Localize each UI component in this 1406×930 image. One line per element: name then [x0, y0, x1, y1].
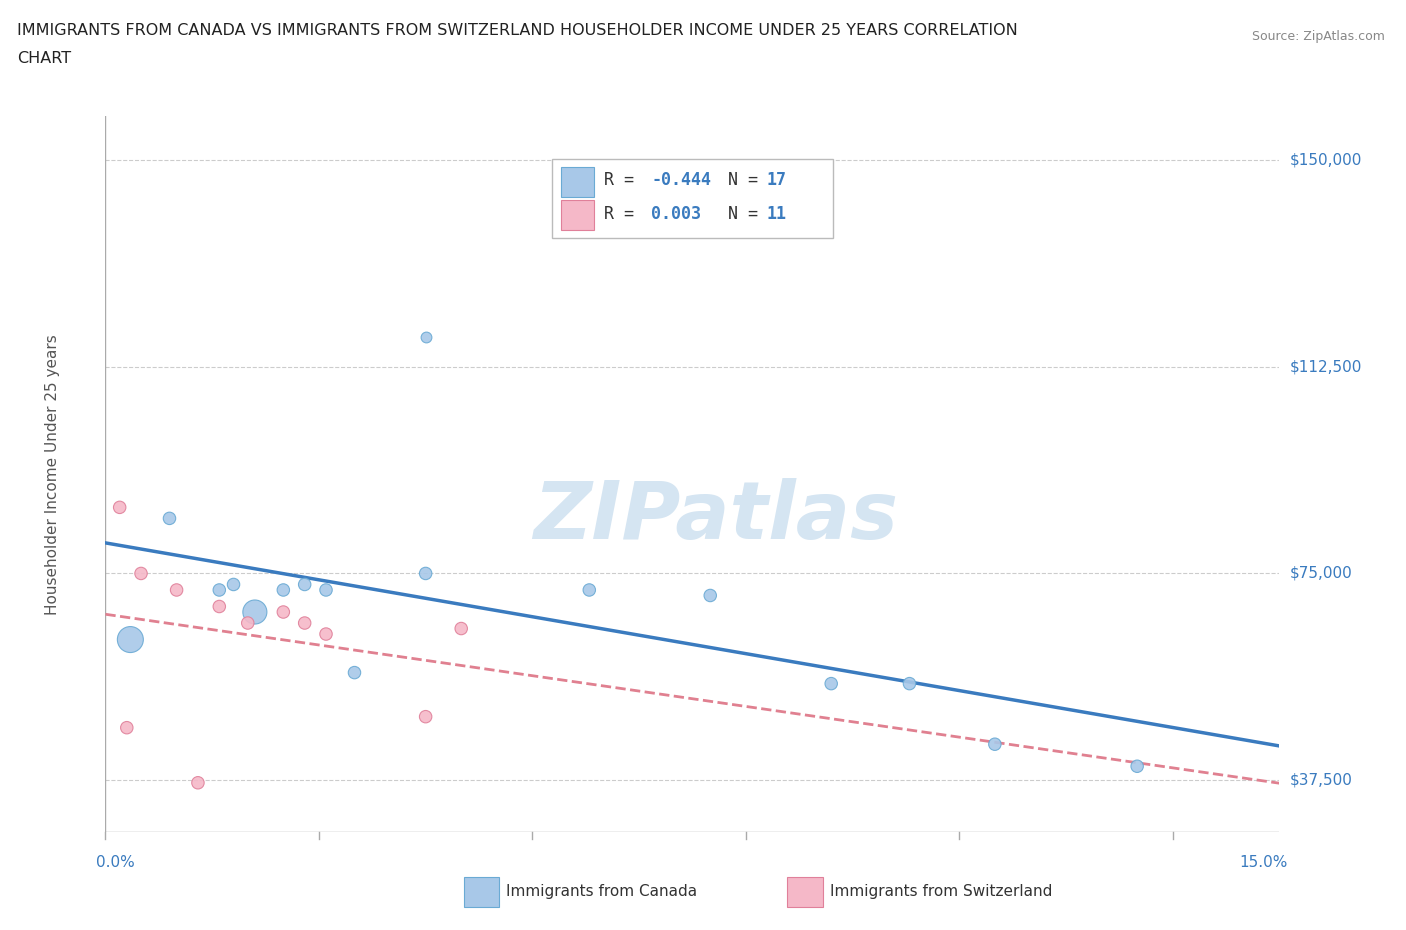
Text: -0.444: -0.444 — [651, 171, 711, 190]
Point — [115, 720, 138, 735]
Text: $37,500: $37,500 — [1291, 773, 1353, 788]
Point — [108, 500, 131, 515]
Point — [159, 511, 181, 525]
Point — [315, 582, 337, 597]
Text: 15.0%: 15.0% — [1240, 855, 1288, 870]
Text: 17: 17 — [766, 171, 786, 190]
Point — [166, 582, 188, 597]
Text: 11: 11 — [766, 206, 786, 223]
Point — [820, 676, 842, 691]
Point — [236, 616, 259, 631]
Point — [222, 577, 245, 591]
Point — [273, 582, 295, 597]
Point — [415, 566, 437, 581]
Point — [578, 582, 600, 597]
Text: CHART: CHART — [17, 51, 70, 66]
Text: Immigrants from Switzerland: Immigrants from Switzerland — [830, 884, 1052, 899]
Text: 0.003: 0.003 — [651, 206, 702, 223]
Point — [294, 616, 316, 631]
Text: Immigrants from Canada: Immigrants from Canada — [506, 884, 697, 899]
Point — [120, 632, 142, 647]
Point — [187, 776, 209, 790]
Point — [343, 665, 366, 680]
Text: N =: N = — [707, 171, 768, 190]
Point — [273, 604, 295, 619]
Point — [898, 676, 921, 691]
Point — [415, 329, 437, 344]
Point — [450, 621, 472, 636]
Point — [243, 604, 266, 619]
FancyBboxPatch shape — [561, 200, 593, 230]
FancyBboxPatch shape — [561, 167, 593, 197]
Point — [315, 627, 337, 642]
Point — [1126, 759, 1149, 774]
Text: Source: ZipAtlas.com: Source: ZipAtlas.com — [1251, 30, 1385, 43]
FancyBboxPatch shape — [551, 159, 834, 238]
Text: R =: R = — [605, 206, 644, 223]
Point — [208, 599, 231, 614]
Text: $150,000: $150,000 — [1291, 153, 1362, 167]
Point — [129, 566, 152, 581]
Point — [208, 582, 231, 597]
Point — [415, 710, 437, 724]
Text: N =: N = — [707, 206, 768, 223]
Text: 0.0%: 0.0% — [96, 855, 135, 870]
Text: $75,000: $75,000 — [1291, 566, 1353, 581]
Text: R =: R = — [605, 171, 644, 190]
Point — [294, 577, 316, 591]
Point — [984, 737, 1007, 751]
Text: $112,500: $112,500 — [1291, 359, 1362, 375]
Point — [699, 588, 721, 603]
Text: ZIPatlas: ZIPatlas — [533, 478, 898, 556]
Text: IMMIGRANTS FROM CANADA VS IMMIGRANTS FROM SWITZERLAND HOUSEHOLDER INCOME UNDER 2: IMMIGRANTS FROM CANADA VS IMMIGRANTS FRO… — [17, 23, 1018, 38]
Text: Householder Income Under 25 years: Householder Income Under 25 years — [45, 334, 60, 615]
